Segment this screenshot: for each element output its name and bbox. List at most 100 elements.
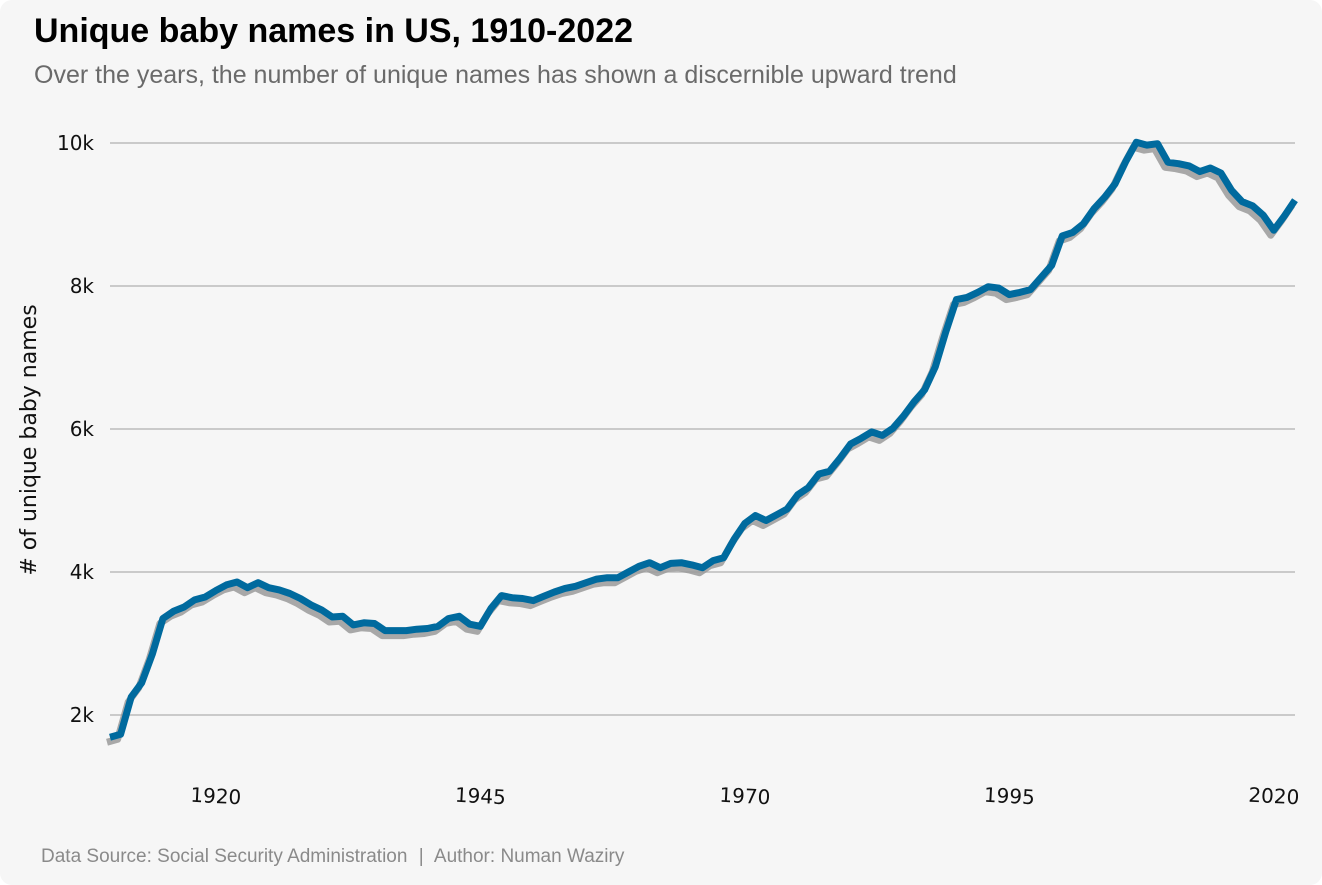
data-point-1973 <box>774 512 780 518</box>
data-point-1991 <box>964 294 970 300</box>
data-point-1979 <box>837 455 843 461</box>
data-point-1980 <box>848 441 854 447</box>
data-point-1910 <box>107 734 113 740</box>
data-point-1959 <box>625 569 631 575</box>
data-point-2004 <box>1102 194 1108 200</box>
data-point-1981 <box>858 435 864 441</box>
data-point-1946 <box>488 606 494 612</box>
data-point-1974 <box>784 506 790 512</box>
data-point-2006 <box>1123 159 1129 165</box>
x-tick-label: 1995 <box>983 783 1035 810</box>
data-point-2015 <box>1218 170 1224 176</box>
chart-subtitle: Over the years, the number of unique nam… <box>34 61 957 89</box>
data-point-1998 <box>1038 274 1044 280</box>
data-point-1982 <box>869 429 875 435</box>
data-point-1948 <box>509 595 515 601</box>
data-point-2017 <box>1239 199 1245 205</box>
y-tick-label: 4k <box>70 560 95 584</box>
data-point-2014 <box>1207 165 1213 171</box>
data-point-1990 <box>953 297 959 303</box>
data-point-1931 <box>329 614 335 620</box>
data-point-2019 <box>1260 212 1266 218</box>
data-point-1964 <box>678 560 684 566</box>
data-point-1915 <box>160 616 166 622</box>
series-line <box>109 138 1298 741</box>
data-point-1911 <box>118 731 124 737</box>
data-point-1956 <box>594 576 600 582</box>
y-tick-label: 6k <box>70 417 95 441</box>
data-point-1918 <box>192 597 198 603</box>
data-point-1937 <box>393 628 399 634</box>
data-point-2008 <box>1144 142 1150 148</box>
data-point-1960 <box>636 563 642 569</box>
data-point-1945 <box>477 623 483 629</box>
data-point-1940 <box>424 626 430 632</box>
data-point-2009 <box>1155 141 1161 147</box>
data-point-1930 <box>319 607 325 613</box>
data-point-1939 <box>414 626 420 632</box>
data-point-1951 <box>541 593 547 599</box>
data-point-1927 <box>287 591 293 597</box>
y-tick-label: 8k <box>70 274 95 298</box>
data-point-1965 <box>689 562 695 568</box>
footer-separator: | <box>418 846 424 867</box>
data-point-1955 <box>583 580 589 586</box>
data-point-1963 <box>668 560 674 566</box>
data-point-1996 <box>1017 289 1023 295</box>
y-axis-label: # of unique baby names <box>17 304 42 575</box>
data-point-1992 <box>975 289 981 295</box>
data-point-1920 <box>213 588 219 594</box>
data-point-2002 <box>1080 221 1086 227</box>
data-point-1934 <box>361 620 367 626</box>
data-point-1970 <box>742 520 748 526</box>
data-point-1968 <box>721 555 727 561</box>
data-point-1943 <box>456 613 462 619</box>
data-point-1975 <box>795 492 801 498</box>
data-point-1933 <box>350 622 356 628</box>
y-axis-ticks: 2k 4k 6k 8k 10k <box>57 131 94 727</box>
data-point-1914 <box>149 651 155 657</box>
x-tick-label: 1945 <box>454 783 506 810</box>
data-point-2022 <box>1292 197 1298 203</box>
data-point-2010 <box>1165 159 1171 165</box>
data-point-1989 <box>943 329 949 335</box>
data-point-1984 <box>890 425 896 431</box>
data-point-1958 <box>615 575 621 581</box>
series-line-shadow <box>106 143 1295 746</box>
data-point-1919 <box>202 594 208 600</box>
data-point-1983 <box>879 432 885 438</box>
data-point-1921 <box>223 582 229 588</box>
data-point-1949 <box>520 596 526 602</box>
data-point-1995 <box>1006 292 1012 298</box>
data-point-2003 <box>1091 206 1097 212</box>
data-point-2011 <box>1176 161 1182 167</box>
data-point-1916 <box>171 608 177 614</box>
data-point-1971 <box>752 513 758 519</box>
data-point-2005 <box>1112 181 1118 187</box>
data-point-1999 <box>1049 262 1055 268</box>
data-point-1988 <box>932 364 938 370</box>
x-tick-label: 1970 <box>719 783 771 810</box>
data-point-1947 <box>499 593 505 599</box>
author-text: Author: Numan Waziry <box>433 846 625 867</box>
data-point-1935 <box>372 621 378 627</box>
data-point-2001 <box>1070 229 1076 235</box>
data-point-1978 <box>827 468 833 474</box>
data-point-1953 <box>562 585 568 591</box>
data-point-1976 <box>805 485 811 491</box>
data-point-1993 <box>985 284 991 290</box>
data-source-text: Data Source: Social Security Administrat… <box>41 846 408 867</box>
grid-lines <box>110 142 1295 716</box>
footer-credits: Data Source: Social Security Administrat… <box>41 846 624 868</box>
data-point-2020 <box>1271 227 1277 233</box>
data-point-1925 <box>266 585 272 591</box>
data-point-1969 <box>731 536 737 542</box>
x-tick-label: 2020 <box>1248 783 1300 810</box>
data-point-1912 <box>128 694 134 700</box>
data-point-1985 <box>901 413 907 419</box>
data-point-1923 <box>245 585 251 591</box>
data-point-2021 <box>1281 213 1287 219</box>
data-point-1977 <box>816 471 822 477</box>
data-point-1967 <box>710 558 716 564</box>
